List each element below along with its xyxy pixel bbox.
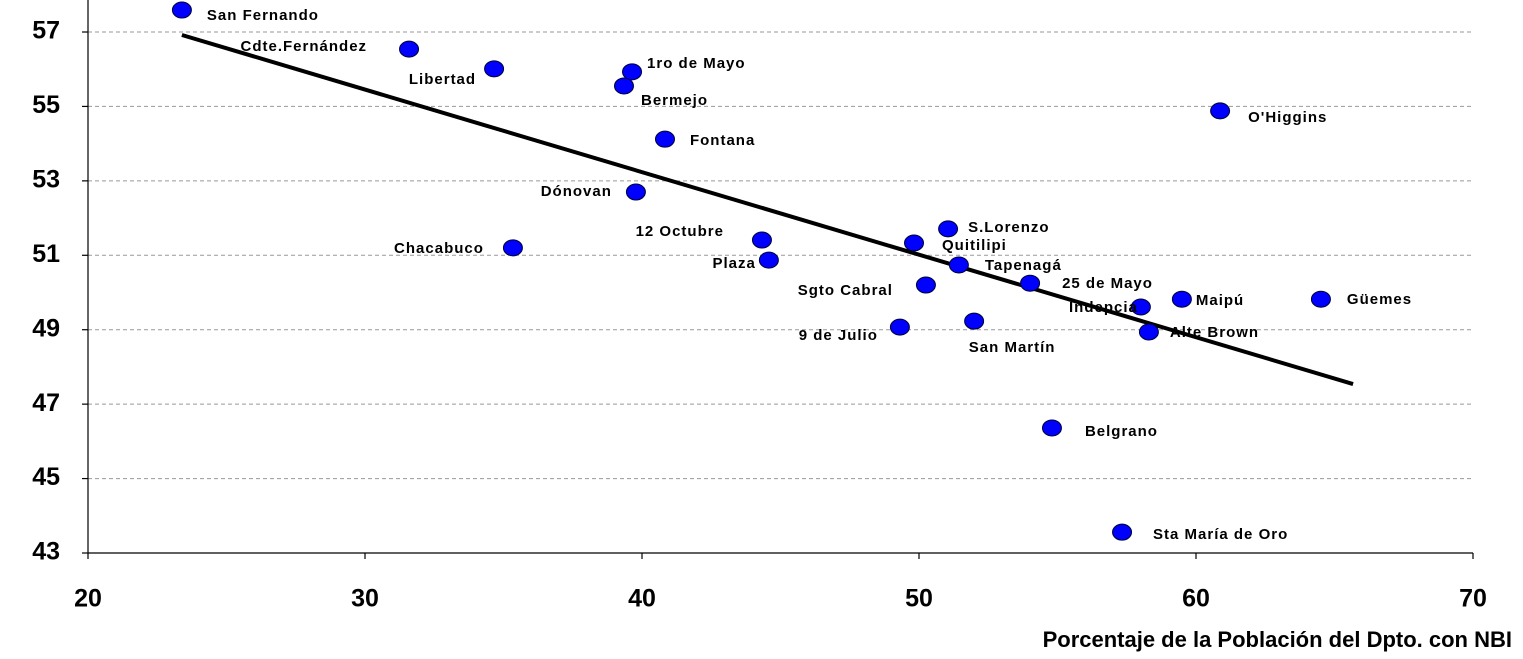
point (613, 77, 634, 95)
point-label: Sgto Cabral (798, 282, 893, 299)
point (938, 220, 959, 238)
x-tick-label: 40 (628, 585, 656, 613)
point (171, 1, 192, 19)
point-label: Libertad (409, 71, 476, 88)
point (1310, 290, 1331, 308)
x-tick-label: 70 (1459, 585, 1487, 613)
y-tick-label: 47 (32, 389, 60, 417)
y-tick-label: 51 (32, 240, 60, 268)
x-tick-label: 60 (1182, 585, 1210, 613)
point-label: Maipú (1196, 292, 1244, 309)
point-label: San Fernando (207, 7, 319, 24)
x-tick-label: 20 (74, 585, 102, 613)
point (654, 130, 675, 148)
point-label: Bermejo (641, 92, 708, 109)
x-axis-title: Porcentaje de la Población del Dpto. con… (1043, 627, 1512, 652)
point-label: S.Lorenzo (968, 219, 1050, 236)
point (1130, 298, 1151, 316)
point-label: 25 de Mayo (1062, 275, 1153, 292)
point-label: Indepcia (1069, 299, 1138, 316)
point (948, 256, 969, 274)
point (625, 183, 646, 201)
point-label: San Martín (969, 339, 1056, 356)
point (751, 231, 772, 249)
point-label: Güemes (1347, 291, 1412, 308)
point-label: Chacabuco (394, 240, 484, 257)
point-label: Sta María de Oro (1153, 526, 1288, 543)
point (1138, 323, 1159, 341)
point-label: Plaza (713, 255, 756, 272)
point-label: Cdte.Fernández (241, 38, 368, 55)
y-tick-label: 53 (32, 165, 60, 193)
point (399, 40, 420, 58)
y-tick-label: 55 (32, 91, 60, 119)
point (1020, 274, 1041, 292)
point (1041, 419, 1062, 437)
point-label: O'Higgins (1248, 109, 1327, 126)
point (889, 318, 910, 336)
trendline (181, 33, 1354, 386)
point-label: 12 Octubre (636, 223, 724, 240)
point-label: Belgrano (1085, 423, 1158, 440)
point-label: 1ro de Mayo (647, 55, 746, 72)
y-tick-label: 57 (32, 17, 60, 45)
point-label: 9 de Julio (799, 327, 878, 344)
point (1210, 102, 1231, 120)
point (1112, 523, 1133, 541)
point (484, 60, 505, 78)
point (904, 234, 925, 252)
point-label: Alte Brown (1170, 324, 1259, 341)
point (622, 63, 643, 81)
point-label: Quitilipi (942, 237, 1007, 254)
point-label: Fontana (690, 132, 755, 149)
point (964, 312, 985, 330)
x-tick-label: 50 (905, 585, 933, 613)
point (502, 239, 523, 257)
y-tick-label: 49 (32, 314, 60, 342)
y-tick-label: 43 (32, 538, 60, 566)
x-tick-label: 30 (351, 585, 379, 613)
point (758, 251, 779, 269)
point-label: Dónovan (541, 183, 612, 200)
y-tick-label: 45 (32, 463, 60, 491)
point-label: Tapenagá (985, 257, 1062, 274)
point (915, 276, 936, 294)
point (1171, 290, 1192, 308)
